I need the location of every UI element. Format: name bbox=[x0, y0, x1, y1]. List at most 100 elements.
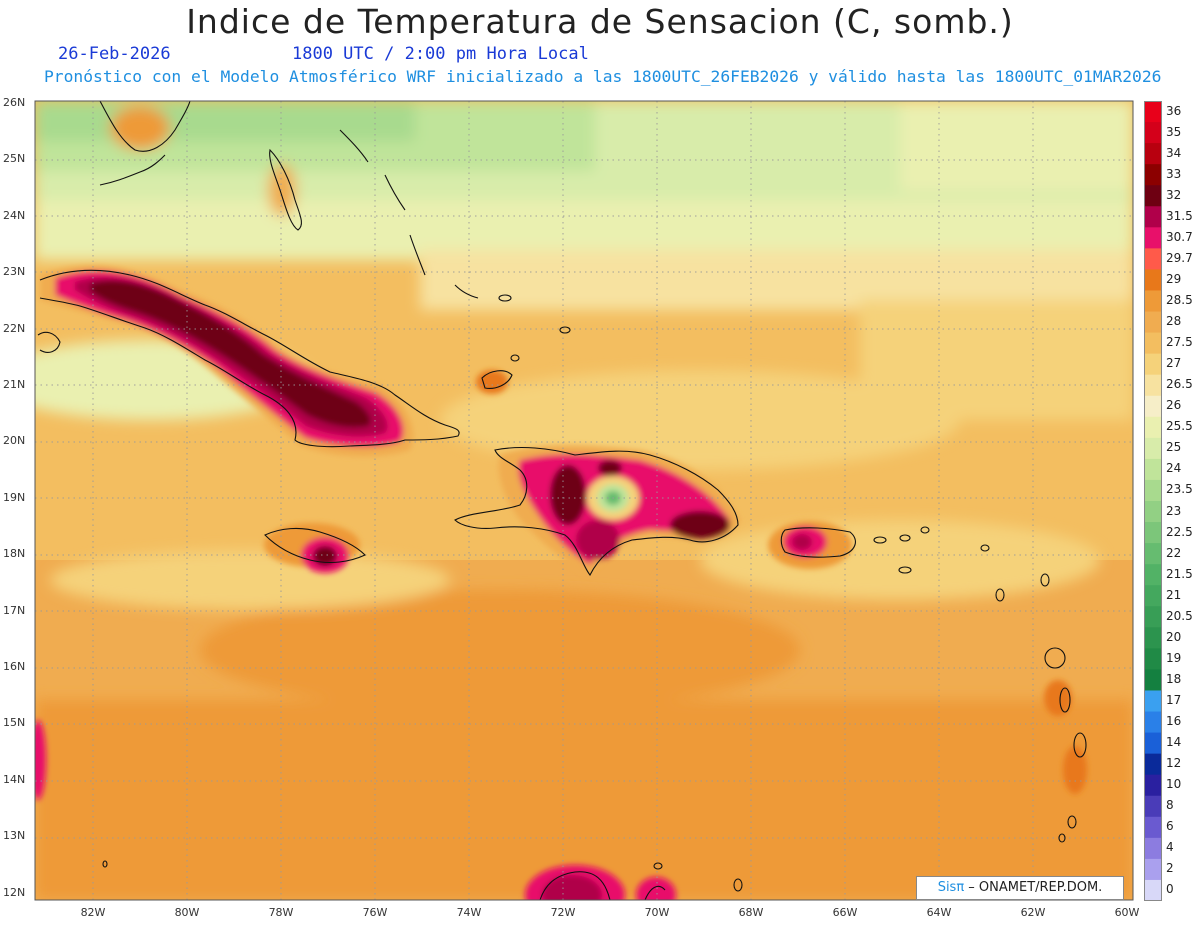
colorbar-label: 16 bbox=[1166, 714, 1182, 729]
colorbar-label: 21.5 bbox=[1166, 566, 1193, 581]
map-title: Indice de Temperatura de Sensacion (C, s… bbox=[186, 2, 1014, 41]
colorbar-label: 31.5 bbox=[1166, 208, 1193, 223]
colorbar-label: 28 bbox=[1166, 314, 1182, 329]
colorbar-label: 14 bbox=[1166, 735, 1182, 750]
colorbar-label: 23 bbox=[1166, 503, 1182, 518]
colorbar-swatch bbox=[1144, 606, 1162, 628]
lat-label-17N: 17N bbox=[3, 603, 26, 617]
lat-label-22N: 22N bbox=[3, 321, 26, 335]
colorbar-swatch bbox=[1144, 206, 1162, 228]
colorbar-label: 28.5 bbox=[1166, 293, 1193, 307]
colorbar-swatch bbox=[1144, 627, 1162, 649]
colorbar-label: 20.5 bbox=[1166, 608, 1193, 623]
lon-label-82W: 82W bbox=[80, 906, 106, 919]
lon-label-60W: 60W bbox=[1114, 906, 1140, 919]
model-subtitle: Pronóstico con el Modelo Atmosférico WRF… bbox=[44, 67, 1162, 86]
colorbar-swatch bbox=[1144, 585, 1162, 607]
credit-box: Sisπ – ONAMET/REP.DOM. bbox=[916, 876, 1124, 900]
colorbar-swatch bbox=[1144, 753, 1162, 776]
colorbar-swatch bbox=[1144, 269, 1162, 291]
credit-brand: Sisπ bbox=[937, 880, 965, 895]
colorbar-label: 27 bbox=[1166, 356, 1182, 371]
colorbar-label: 12 bbox=[1166, 756, 1182, 771]
colorbar-swatch bbox=[1144, 501, 1162, 523]
colorbar-label: 26 bbox=[1166, 398, 1182, 413]
colorbar-swatch bbox=[1144, 479, 1162, 502]
colorbar-swatch bbox=[1144, 395, 1162, 418]
colorbar-swatch bbox=[1144, 164, 1162, 186]
colorbar-swatch bbox=[1144, 290, 1162, 313]
lat-label-23N: 23N bbox=[3, 265, 26, 279]
colorbar-swatch bbox=[1144, 416, 1162, 439]
colorbar-swatch bbox=[1144, 564, 1162, 586]
colorbar-label: 35 bbox=[1166, 124, 1182, 139]
colorbar-swatch bbox=[1144, 101, 1162, 123]
colorbar-label: 25 bbox=[1166, 440, 1182, 455]
lat-label-26N: 26N bbox=[3, 96, 26, 109]
colorbar-label: 26.5 bbox=[1166, 377, 1193, 392]
colorbar-label: 17 bbox=[1166, 693, 1182, 707]
colorbar-border bbox=[1144, 101, 1162, 901]
lat-label-21N: 21N bbox=[3, 378, 26, 391]
colorbar-label: 8 bbox=[1166, 798, 1174, 813]
lon-label-80W: 80W bbox=[174, 906, 200, 919]
colorbar-label: 29.7 bbox=[1166, 250, 1193, 265]
lat-label-13N: 13N bbox=[3, 829, 26, 843]
colorbar-label: 23.5 bbox=[1166, 482, 1193, 497]
colorbar-swatch bbox=[1144, 227, 1162, 249]
colorbar-label: 21 bbox=[1166, 587, 1182, 602]
colorbar-swatch bbox=[1144, 816, 1162, 839]
colorbar bbox=[1144, 101, 1162, 901]
colorbar-swatch bbox=[1144, 690, 1162, 713]
lat-label-24N: 24N bbox=[3, 208, 26, 222]
colorbar-swatch bbox=[1144, 795, 1162, 818]
colorbar-swatch bbox=[1144, 143, 1162, 165]
lon-label-70W: 70W bbox=[644, 906, 670, 919]
lat-label-16N: 16N bbox=[3, 660, 26, 673]
colorbar-swatch bbox=[1144, 543, 1162, 565]
colorbar-swatch bbox=[1144, 648, 1162, 670]
colorbar-label: 4 bbox=[1166, 840, 1174, 855]
colorbar-swatch bbox=[1144, 669, 1162, 691]
colorbar-swatch bbox=[1144, 732, 1162, 755]
colorbar-swatch bbox=[1144, 248, 1162, 270]
colorbar-swatch bbox=[1144, 458, 1162, 481]
colorbar-swatch bbox=[1144, 353, 1162, 376]
colorbar-swatch bbox=[1144, 858, 1162, 881]
lon-label-68W: 68W bbox=[738, 906, 764, 919]
colorbar-label: 6 bbox=[1166, 819, 1174, 834]
lon-label-78W: 78W bbox=[268, 906, 294, 919]
lon-label-66W: 66W bbox=[832, 906, 858, 919]
colorbar-label: 19 bbox=[1166, 650, 1182, 665]
colorbar-label: 22.5 bbox=[1166, 524, 1193, 539]
colorbar-swatch bbox=[1144, 311, 1162, 334]
forecast-time: 1800 UTC / 2:00 pm Hora Local bbox=[292, 44, 589, 64]
colorbar-label: 30.7 bbox=[1166, 229, 1193, 244]
colorbar-swatch bbox=[1144, 185, 1162, 207]
colorbar-label: 10 bbox=[1166, 777, 1182, 792]
forecast-date: 26-Feb-2026 bbox=[58, 44, 171, 64]
lat-label-25N: 25N bbox=[3, 152, 26, 166]
lon-label-74W: 74W bbox=[456, 906, 482, 919]
lon-label-76W: 76W bbox=[362, 906, 388, 919]
lat-label-14N: 14N bbox=[3, 772, 26, 786]
colorbar-swatch bbox=[1144, 879, 1162, 901]
lat-label-19N: 19N bbox=[3, 490, 26, 504]
colorbar-label: 20 bbox=[1166, 629, 1182, 644]
colorbar-label: 22 bbox=[1166, 545, 1182, 560]
colorbar-label: 25.5 bbox=[1166, 419, 1193, 434]
lon-label-62W: 62W bbox=[1020, 906, 1046, 919]
colorbar-swatch bbox=[1144, 437, 1162, 460]
lon-label-72W: 72W bbox=[550, 906, 576, 919]
colorbar-label: 0 bbox=[1166, 882, 1174, 897]
credit-text: – ONAMET/REP.DOM. bbox=[964, 880, 1103, 895]
lat-label-15N: 15N bbox=[3, 716, 26, 730]
colorbar-label: 24 bbox=[1166, 461, 1182, 476]
colorbar-label: 18 bbox=[1166, 671, 1182, 686]
colorbar-label: 36 bbox=[1166, 103, 1182, 118]
colorbar-swatch bbox=[1144, 711, 1162, 734]
colorbar-swatch bbox=[1144, 837, 1162, 860]
colorbar-swatch bbox=[1144, 332, 1162, 355]
colorbar-label: 29 bbox=[1166, 271, 1182, 286]
colorbar-swatch bbox=[1144, 374, 1162, 397]
